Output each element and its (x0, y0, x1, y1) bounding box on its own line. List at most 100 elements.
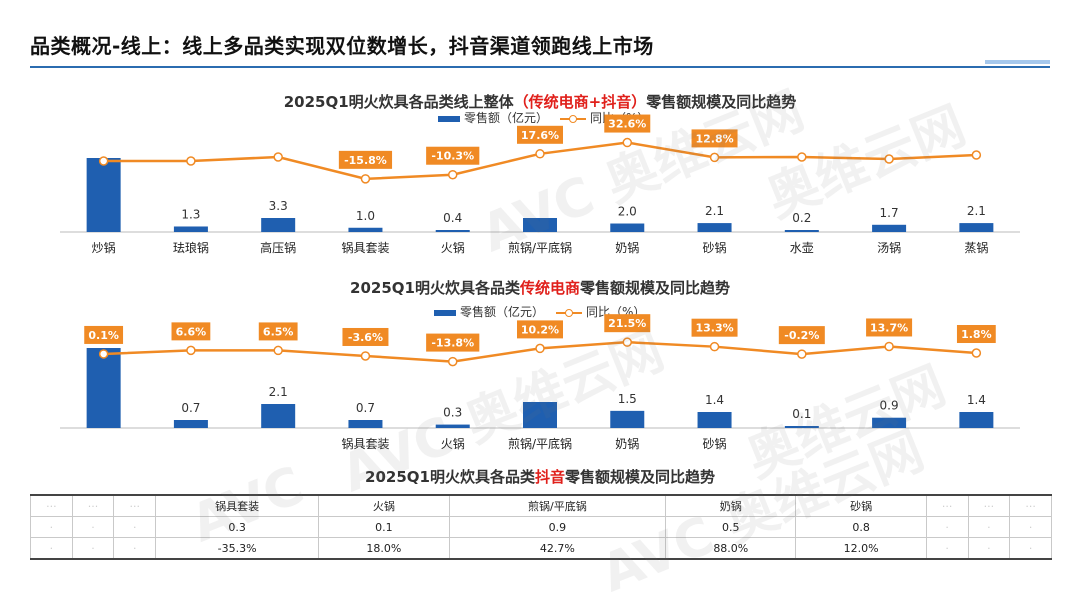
table-cell: 0.9 (448, 516, 667, 538)
bar-label: 2.1 (705, 204, 724, 218)
title-accent-line (985, 60, 1050, 64)
yoy-label-box (517, 320, 563, 339)
yoy-label: 17.6% (521, 129, 559, 142)
category-label: 锅具套装 (341, 240, 389, 255)
douyin-table: ··· ··· ··· 锅具套装 火锅 煎锅/平底锅 奶锅 砂锅 ··· ···… (30, 494, 1052, 560)
chart1-legend-bar: 零售额（亿元） (438, 109, 548, 126)
bar-label: 1.4 (967, 393, 986, 407)
bar-10 (959, 412, 994, 428)
category-label: 炒锅 (92, 240, 116, 255)
yoy-point (535, 149, 545, 159)
bar-label: 1.4 (705, 393, 724, 407)
bar-9 (872, 224, 907, 232)
yoy-point (98, 349, 109, 359)
yoy-label-box (956, 325, 996, 344)
yoy-label-box (171, 322, 211, 341)
yoy-label: 21.5% (608, 317, 646, 330)
bar-label: 1.7 (880, 206, 899, 220)
yoy-point (884, 154, 894, 164)
yoy-point (709, 341, 720, 352)
bar-label: 0.4 (443, 211, 462, 225)
yoy-label: -0.2% (784, 329, 819, 342)
bar-8 (784, 426, 819, 428)
table-cell: 18.0% (318, 537, 450, 560)
yoy-point (447, 169, 458, 180)
table-cell: ··· (71, 494, 115, 517)
table-header-cell: 煎锅/平底锅 (448, 494, 667, 517)
bar-0 (86, 158, 121, 232)
table-cell: ··· (925, 494, 969, 517)
category-label: 奶锅 (615, 436, 639, 451)
yoy-point (360, 351, 371, 361)
yoy-point (98, 156, 109, 166)
table-row-sales: · · · 0.3 0.1 0.9 0.5 0.8 · · · (30, 516, 1052, 538)
bar-6 (610, 410, 645, 428)
chart2-plot: 0.7 2.1 0.7 锅具套装 0.3 火锅 煎锅/平底锅 1.5 奶锅 1.4 砂锅 0.1 0.9… (60, 314, 1020, 451)
bar-label: 3.3 (269, 199, 288, 213)
bar-9 (872, 417, 907, 428)
table-title-post: 零售额规模及同比趋势 (564, 468, 715, 486)
yoy-label: 6.6% (176, 325, 207, 338)
bar-0 (86, 348, 121, 428)
table-cell: · (925, 516, 969, 538)
category-label: 煎锅/平底锅 (508, 436, 572, 451)
bar-6 (610, 223, 645, 232)
bar-label: 0.9 (880, 399, 899, 413)
bar-2 (261, 404, 296, 428)
yoy-point (884, 341, 894, 352)
bar-7 (697, 412, 732, 428)
yoy-point (622, 337, 633, 347)
bar-label: 0.7 (356, 401, 375, 415)
yoy-label: 12.8% (695, 132, 733, 145)
table-cell: 12.0% (795, 537, 927, 560)
table-cell: 0.8 (795, 516, 927, 538)
yoy-label-box (426, 146, 480, 165)
bar-4 (435, 424, 470, 428)
page-title: 品类概况-线上：线上多品类实现双位数增长，抖音渠道领跑线上市场 (30, 34, 654, 58)
table-cell: 0.5 (665, 516, 797, 538)
yoy-point (273, 345, 283, 356)
yoy-label-box (604, 114, 651, 133)
table-cell: ··· (30, 494, 73, 517)
bar-8 (784, 230, 819, 232)
yoy-label: 32.6% (608, 118, 646, 131)
table-cell: 42.7% (448, 537, 667, 560)
chart1-title-pre: 2025Q1明火炊具各品类线上整体 (283, 93, 514, 111)
bar-label: 1.5 (618, 392, 637, 406)
chart2-legend: 零售额（亿元） 同比（%） (434, 303, 645, 320)
yoy-point (709, 152, 720, 163)
table-cell: 88.0% (665, 537, 797, 560)
bar-label: 0.7 (181, 401, 200, 415)
bar-10 (959, 223, 994, 232)
table-header-cell: 锅具套装 (155, 494, 320, 517)
bar-3 (348, 227, 383, 232)
yoy-label: 0.1% (88, 329, 119, 342)
yoy-point (797, 349, 807, 359)
table-cell: · (967, 516, 1011, 538)
yoy-label-box (426, 333, 480, 352)
category-label: 火锅 (441, 240, 465, 255)
category-label: 奶锅 (615, 240, 639, 255)
table-cell: · (113, 537, 157, 560)
yoy-point (186, 345, 196, 356)
category-label: 水壶 (790, 240, 814, 255)
yoy-label: 6.5% (263, 325, 294, 338)
yoy-label: -13.8% (431, 337, 474, 350)
yoy-label-box (866, 318, 913, 337)
table-cell: -35.3% (155, 537, 320, 560)
chart2-title-post: 零售额规模及同比趋势 (579, 279, 730, 297)
table-cell: · (30, 516, 73, 538)
yoy-point (273, 152, 283, 162)
table-cell: ··· (1009, 494, 1052, 517)
bar-2 (261, 218, 296, 232)
chart1-title-highlight: （传统电商+抖音） (513, 93, 647, 111)
category-label: 火锅 (441, 436, 465, 451)
table-cell: · (30, 537, 73, 560)
bar-label: 2.1 (269, 385, 288, 399)
yoy-line (103, 141, 977, 181)
yoy-label: 10.2% (521, 323, 559, 336)
yoy-label-box (342, 327, 389, 346)
table-header-cell: 砂锅 (795, 494, 927, 517)
table-cell: · (1009, 516, 1052, 538)
yoy-label: -15.8% (344, 154, 387, 167)
